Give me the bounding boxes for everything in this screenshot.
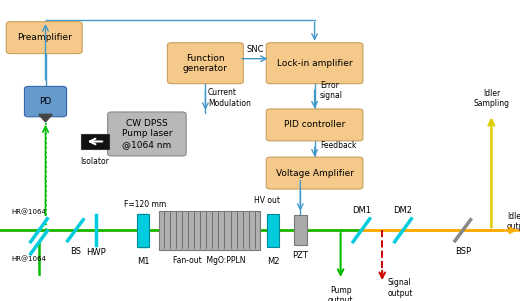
Text: Lock-in amplifier: Lock-in amplifier <box>277 59 353 68</box>
Text: HR@1064: HR@1064 <box>11 209 46 215</box>
Text: Idler
Sampling: Idler Sampling <box>473 89 510 108</box>
FancyBboxPatch shape <box>266 109 363 141</box>
Text: M1: M1 <box>137 257 149 266</box>
Text: Feedback: Feedback <box>320 141 356 150</box>
Text: Idler
output: Idler output <box>507 212 520 231</box>
Text: Current
Modulation: Current Modulation <box>208 88 251 107</box>
Text: PID controller: PID controller <box>284 120 345 129</box>
FancyBboxPatch shape <box>167 43 243 84</box>
Bar <box>159 211 260 250</box>
Text: Isolator: Isolator <box>81 157 109 166</box>
Text: Fan-out  MgO:PPLN: Fan-out MgO:PPLN <box>173 256 245 265</box>
Text: Signal
output: Signal output <box>387 278 413 298</box>
Polygon shape <box>38 114 52 122</box>
Bar <box>81 134 109 149</box>
Text: PD: PD <box>40 97 51 106</box>
Text: Voltage Amplifier: Voltage Amplifier <box>276 169 354 178</box>
Text: BS: BS <box>70 247 81 256</box>
FancyBboxPatch shape <box>108 112 186 156</box>
FancyBboxPatch shape <box>266 43 363 84</box>
Bar <box>137 214 149 247</box>
Text: SNC: SNC <box>246 45 264 54</box>
Text: Function
generator: Function generator <box>183 54 228 73</box>
Text: BSP: BSP <box>454 247 471 256</box>
Text: Pump
output: Pump output <box>328 286 354 301</box>
FancyBboxPatch shape <box>6 22 82 54</box>
Text: CW DPSS
Pump laser
@1064 nm: CW DPSS Pump laser @1064 nm <box>122 119 172 149</box>
Text: HV out: HV out <box>254 196 280 205</box>
FancyBboxPatch shape <box>24 86 67 117</box>
Text: PZT: PZT <box>292 251 308 260</box>
Text: HWP: HWP <box>86 248 106 257</box>
Bar <box>294 215 307 245</box>
Text: Preamplifier: Preamplifier <box>17 33 72 42</box>
Text: HR@1064: HR@1064 <box>11 256 46 262</box>
Text: F=120 mm: F=120 mm <box>124 200 167 209</box>
Text: M2: M2 <box>267 257 279 266</box>
Bar <box>267 214 279 247</box>
FancyBboxPatch shape <box>266 157 363 189</box>
Text: Error
signal: Error signal <box>320 81 343 100</box>
Text: DM2: DM2 <box>394 206 412 215</box>
Text: DM1: DM1 <box>352 206 371 215</box>
